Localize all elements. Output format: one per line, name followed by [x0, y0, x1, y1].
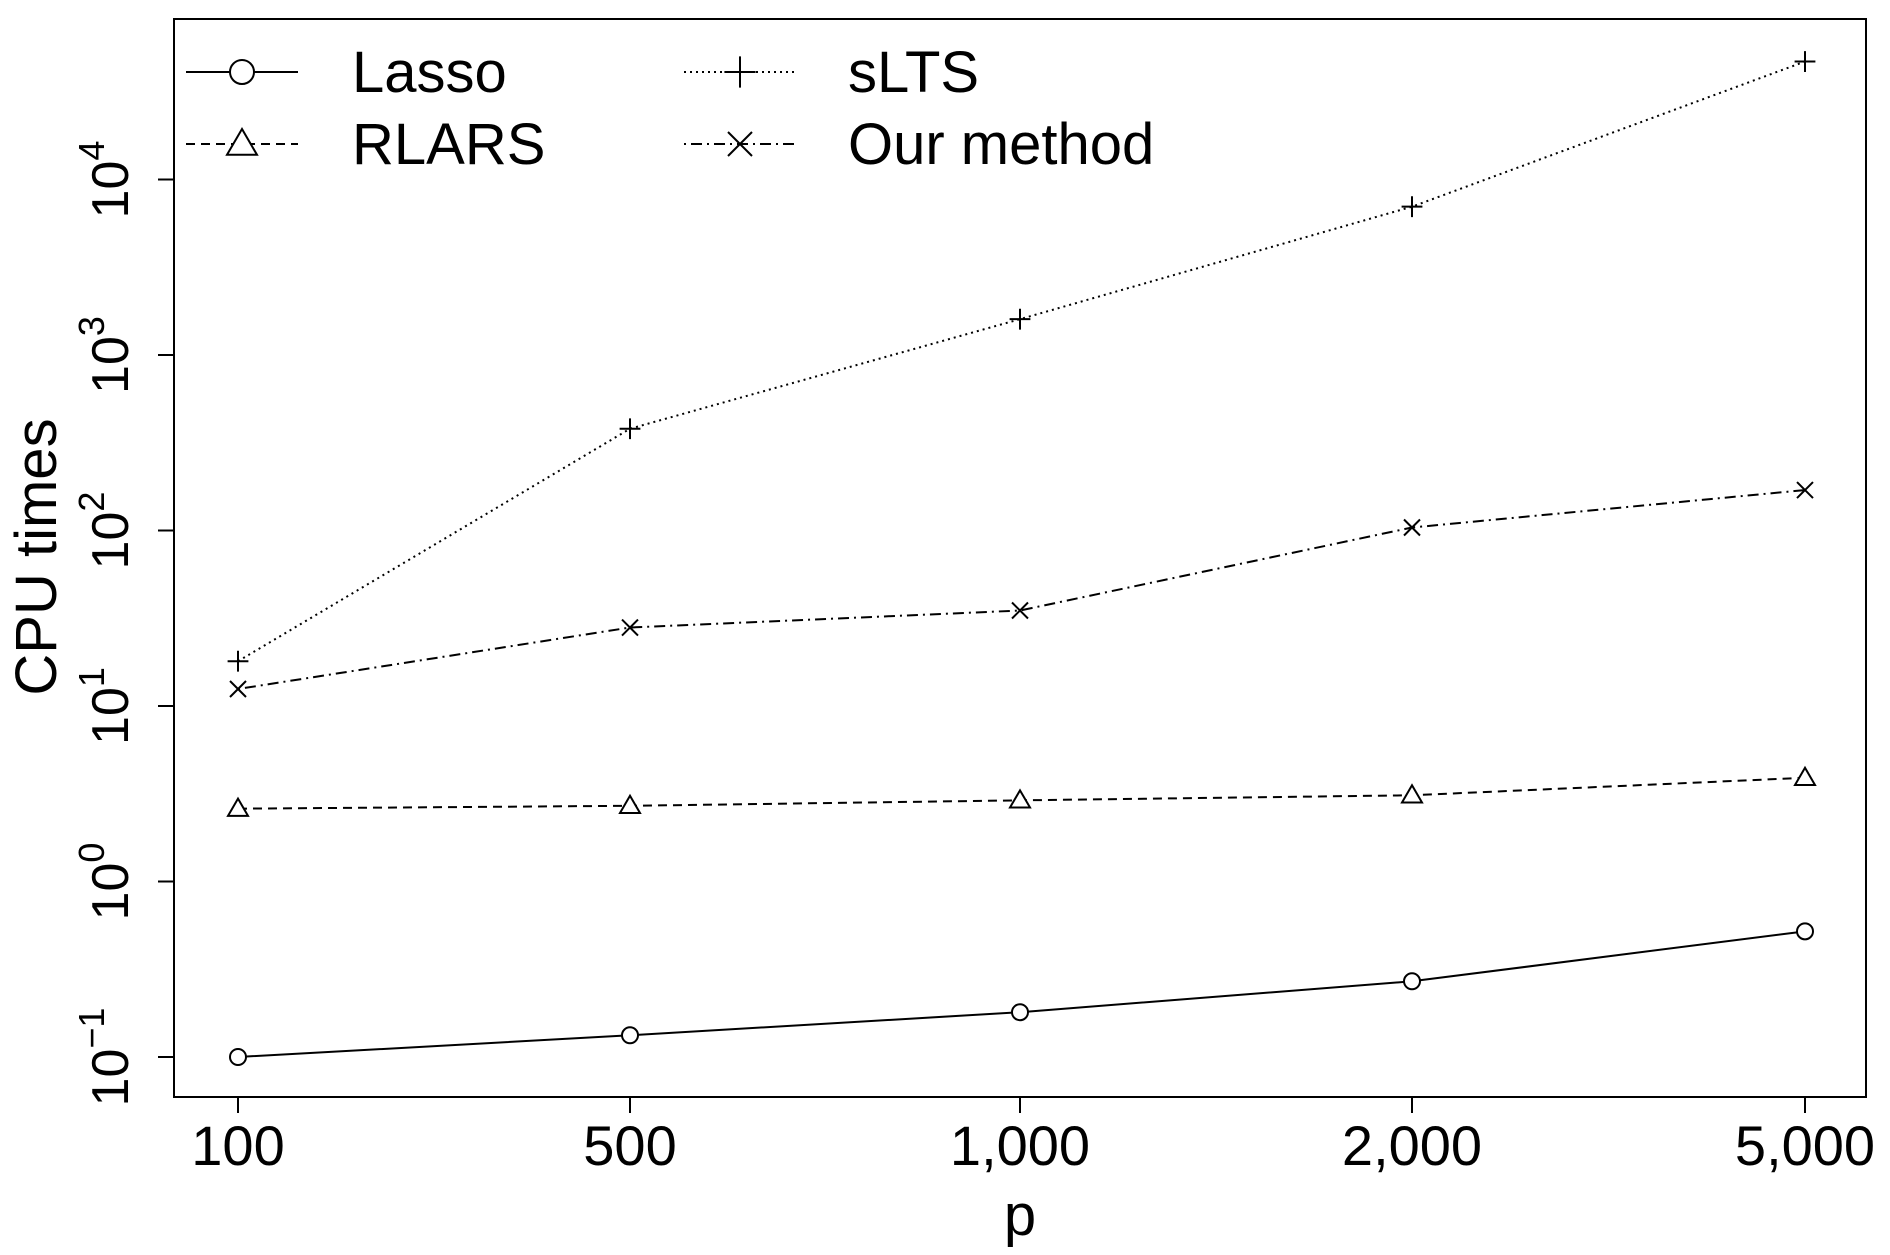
y-tick-label: 103 — [71, 316, 140, 394]
point-marker-triangle — [618, 793, 642, 814]
x-tick-label: 1,000 — [950, 1114, 1090, 1177]
y-tick-label: 10−1 — [71, 1008, 140, 1107]
y-tick-base: 10 — [82, 1049, 140, 1107]
point-marker-cross — [727, 131, 753, 157]
y-axis-label: CPU times — [4, 418, 69, 695]
point-marker-plus — [1401, 196, 1423, 218]
point-marker-cross — [621, 618, 639, 637]
y-tick-exponent: 4 — [71, 141, 112, 161]
point-marker-cross — [229, 680, 247, 698]
point-marker-circle — [229, 1048, 247, 1066]
x-tick-label: 5,000 — [1735, 1114, 1875, 1177]
y-tick-label: 104 — [71, 141, 140, 219]
y-tick-exponent: 3 — [71, 316, 112, 336]
point-marker-plus — [227, 650, 249, 672]
point-marker-circle — [1796, 922, 1814, 941]
legend-label: RLARS — [352, 112, 545, 177]
point-marker-circle — [1403, 972, 1421, 991]
point-marker-triangle — [1793, 765, 1817, 786]
series-rlars — [226, 765, 1817, 817]
series-our-method — [229, 481, 1814, 698]
y-tick-exponent: −1 — [71, 1008, 112, 1049]
series-line-our-method — [237, 489, 1806, 690]
point-marker-cross — [1403, 518, 1421, 537]
y-tick-exponent: 0 — [71, 843, 112, 863]
point-marker-plus — [619, 418, 641, 440]
legend-item-lasso: Lasso — [186, 40, 507, 105]
y-tick-exponent: 2 — [71, 492, 112, 512]
legend-item-our-method: Our method — [684, 112, 1154, 177]
point-marker-plus — [1794, 51, 1816, 72]
x-tick-label: 100 — [191, 1114, 284, 1177]
point-marker-circle — [229, 59, 255, 85]
legend-label: Lasso — [352, 40, 507, 105]
series-slts — [227, 51, 1816, 672]
point-marker-plus — [1009, 308, 1031, 330]
x-tick-label: 500 — [583, 1114, 676, 1177]
x-axis: 100 500 1,000 2,000 5,000 — [191, 1096, 1875, 1177]
series-line-lasso — [237, 930, 1806, 1058]
y-tick-label: 102 — [71, 492, 140, 570]
point-marker-circle — [621, 1026, 639, 1045]
y-tick-exponent: 1 — [71, 667, 112, 687]
y-tick-base: 10 — [82, 512, 140, 570]
y-tick-base: 10 — [82, 687, 140, 745]
series-lasso — [229, 922, 1814, 1066]
point-marker-triangle — [226, 796, 250, 817]
point-marker-triangle — [1400, 783, 1424, 804]
point-marker-triangle — [1008, 788, 1032, 809]
y-tick-base: 10 — [82, 863, 140, 921]
legend-label: sLTS — [848, 40, 979, 105]
y-tick-label: 100 — [71, 843, 140, 921]
x-tick-label: 2,000 — [1342, 1114, 1482, 1177]
point-marker-cross — [1011, 601, 1029, 620]
point-marker-plus — [724, 56, 756, 88]
legend-item-slts: sLTS — [684, 40, 979, 105]
legend: Lasso RLARS sLTS Our method — [186, 40, 1154, 177]
series-layer — [226, 51, 1817, 1066]
y-tick-base: 10 — [82, 336, 140, 394]
legend-label: Our method — [848, 112, 1154, 177]
x-axis-label: p — [1004, 1183, 1036, 1248]
point-marker-cross — [1796, 481, 1814, 499]
plot-frame — [173, 18, 1867, 1098]
y-tick-base: 10 — [82, 161, 140, 219]
legend-item-rlars: RLARS — [186, 112, 545, 177]
point-marker-triangle — [225, 127, 259, 156]
point-marker-circle — [1011, 1003, 1029, 1022]
y-tick-label: 101 — [71, 667, 140, 745]
